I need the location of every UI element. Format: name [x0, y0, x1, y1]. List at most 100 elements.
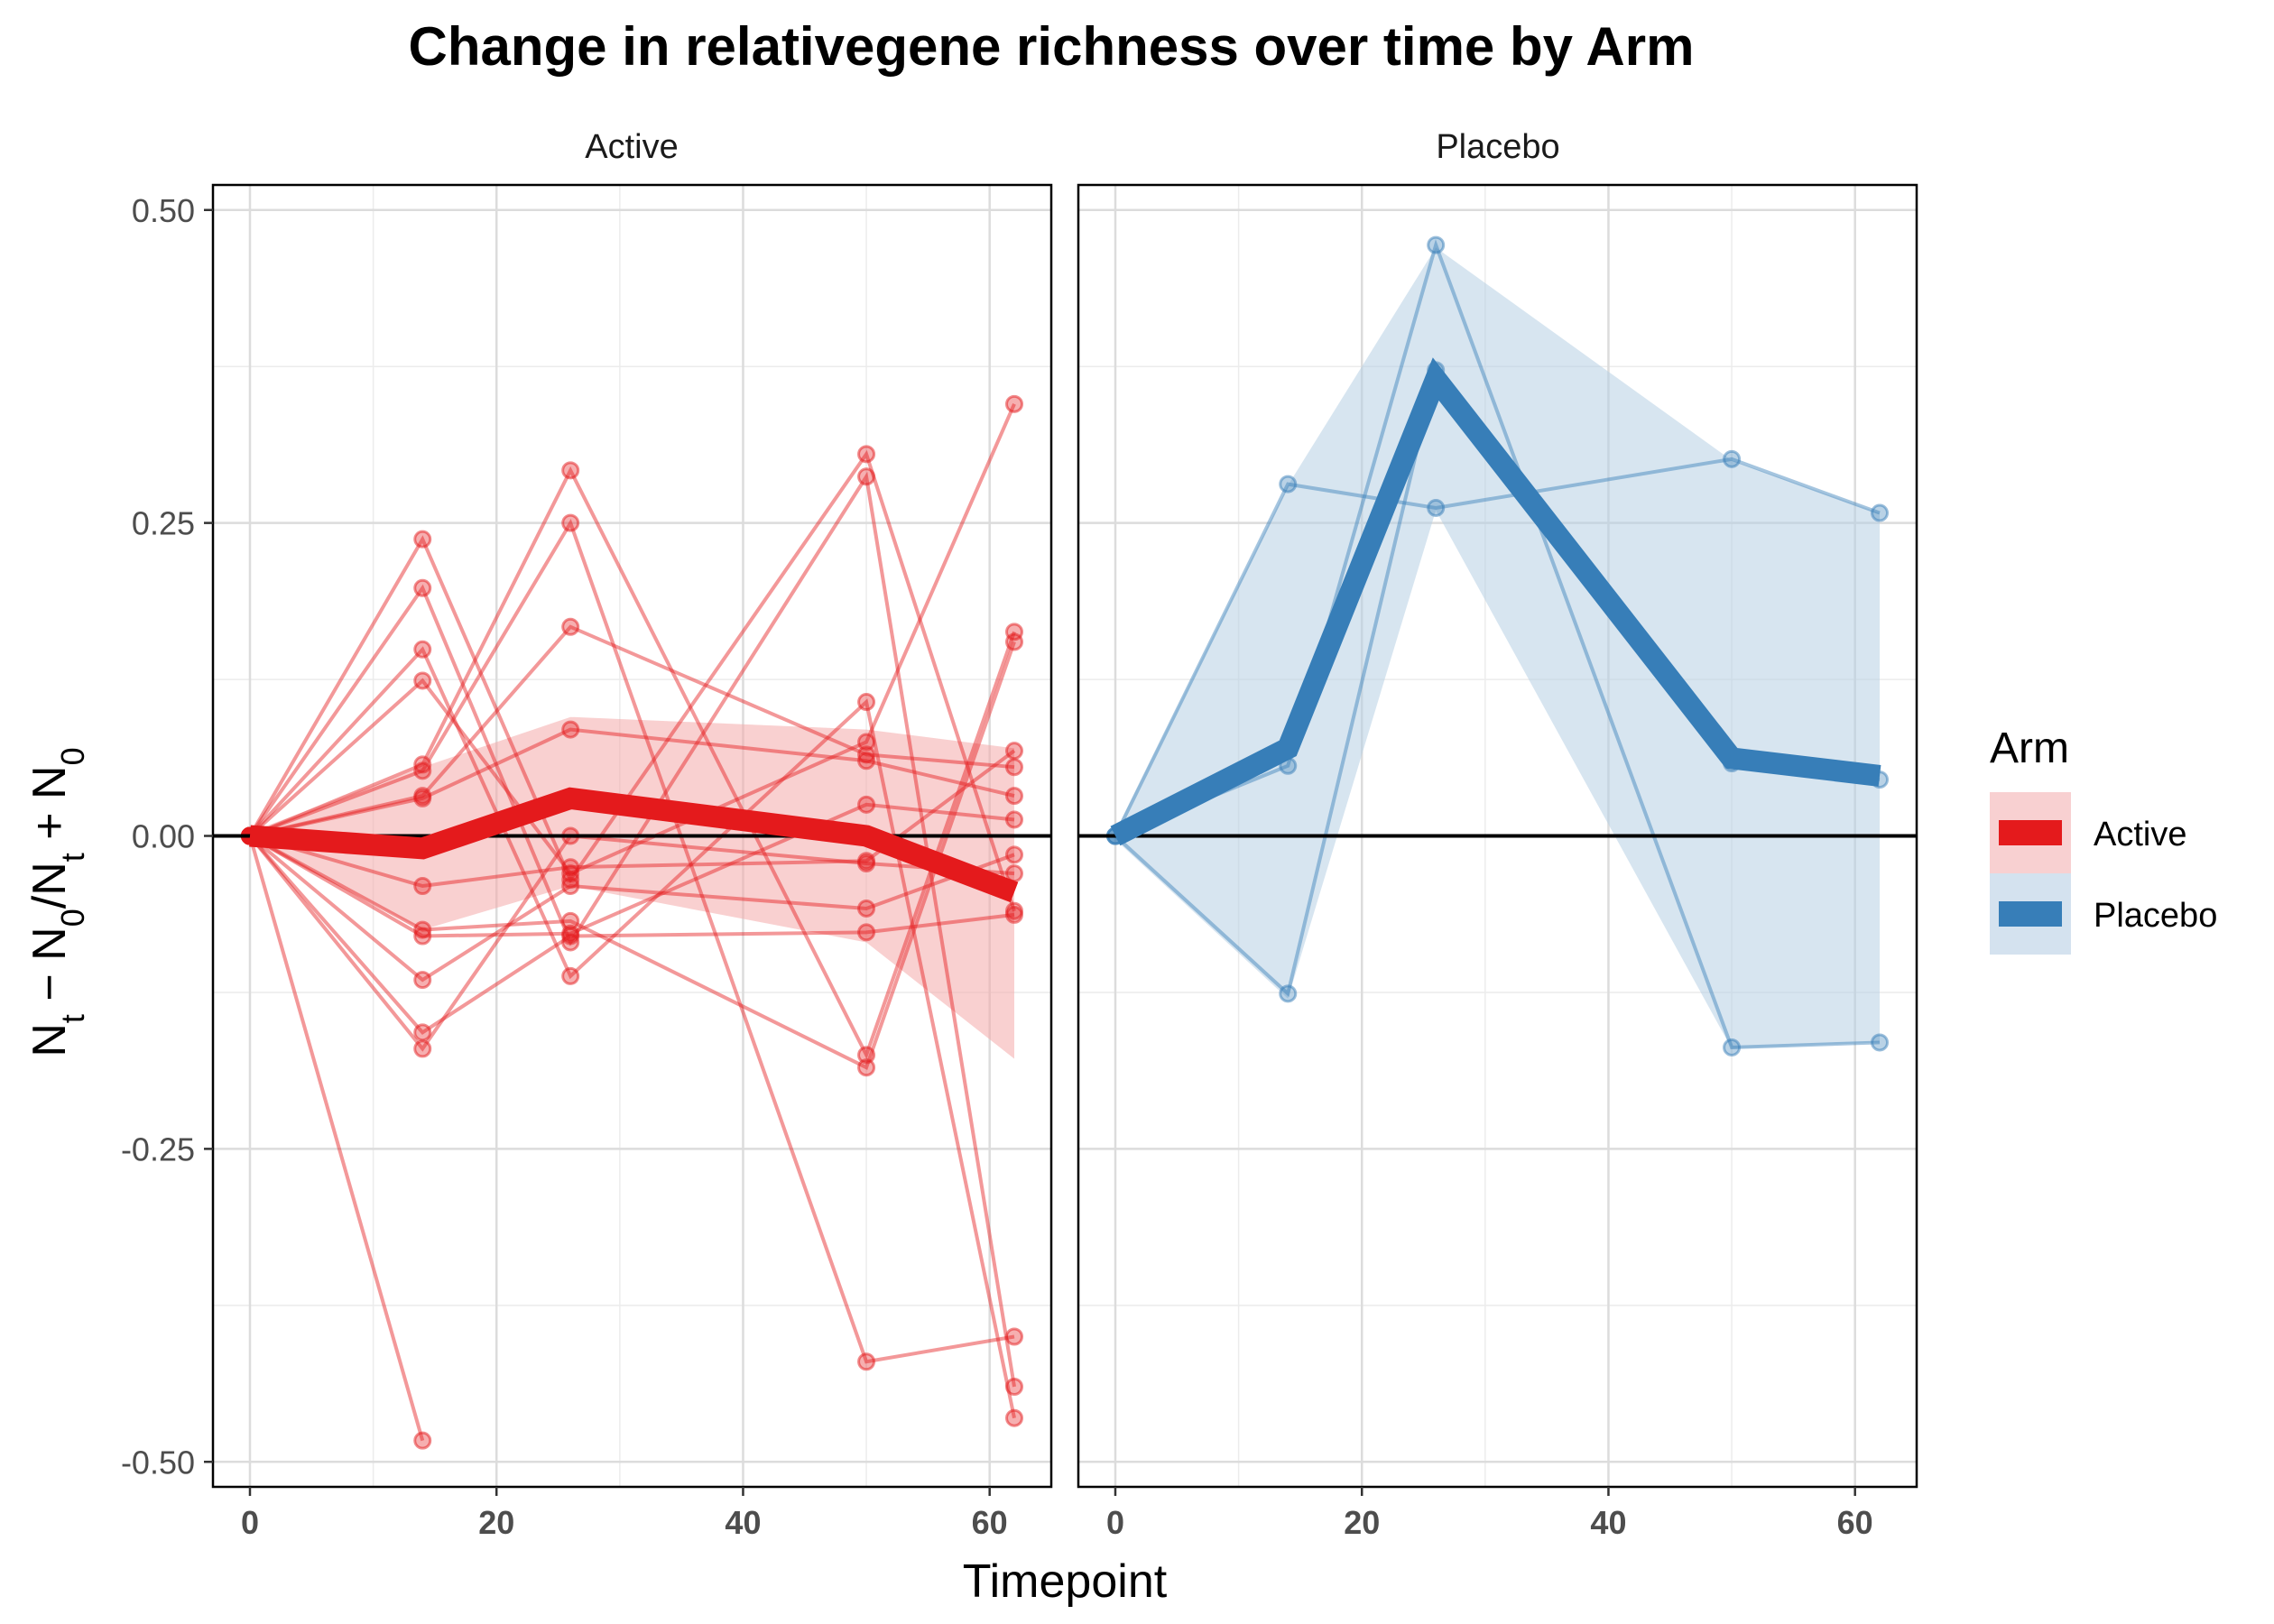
panel-placebo: [1077, 183, 1918, 1489]
x-axis-placebo: 0 20 40 60: [1106, 1487, 1873, 1541]
y-tick-label: -0.25: [121, 1130, 195, 1167]
x-tick-label: 20: [478, 1504, 514, 1541]
legend-label-placebo: Placebo: [2094, 897, 2217, 935]
subject-line-active: [249, 466, 1016, 1060]
subject-point-active: [561, 720, 580, 739]
subject-point-active: [413, 927, 432, 946]
subject-line-active: [248, 835, 1015, 1035]
y-tick-label: 0.50: [132, 192, 195, 229]
subject-point-active: [857, 854, 876, 873]
subject-point-active: [561, 461, 580, 480]
subject-point-active: [413, 971, 432, 990]
confidence-ribbon-active: [249, 716, 1015, 1059]
subject-point-active: [413, 640, 432, 659]
subject-line-active: [248, 834, 1015, 983]
subject-point-active: [857, 1352, 876, 1371]
subject-point-active: [857, 445, 876, 464]
subject-point-active: [857, 733, 876, 752]
y-axis: -0.50 -0.25 0.00 0.25 0.50: [121, 192, 213, 1481]
subject-point-placebo: [1723, 449, 1742, 468]
y-axis-title: Nt − N0/Nt + N0: [23, 747, 91, 1057]
subject-point-active: [857, 1058, 876, 1077]
x-tick-label: 60: [1837, 1504, 1873, 1541]
subject-point-active: [857, 467, 876, 486]
subject-point-active: [1005, 905, 1024, 924]
panel-active: [211, 183, 1053, 1489]
subject-point-active: [561, 871, 580, 890]
subject-point-active: [1005, 758, 1024, 777]
subject-point-placebo: [1427, 235, 1446, 254]
legend: Arm Active Placebo: [1990, 724, 2217, 955]
x-tick-label: 40: [1590, 1504, 1626, 1541]
subject-line-active: [248, 646, 1016, 1419]
subject-point-active: [413, 761, 432, 780]
subject-line-active: [249, 518, 1015, 1364]
subject-line-active: [249, 727, 1015, 838]
legend-label-active: Active: [2094, 816, 2186, 854]
subject-point-active: [413, 755, 432, 774]
subject-point-placebo: [1723, 1038, 1742, 1057]
subject-point-active: [413, 920, 432, 939]
subject-point-active: [413, 1039, 432, 1058]
subject-line-active: [248, 802, 1015, 938]
x-tick-label: 0: [1106, 1504, 1124, 1541]
subject-point-active: [413, 789, 432, 807]
subject-point-active: [561, 513, 580, 532]
subject-point-active: [413, 1023, 432, 1042]
subject-point-active: [561, 858, 580, 877]
legend-key-placebo-line: [1999, 901, 2062, 927]
y-tick-label: 0.00: [132, 818, 195, 855]
subject-point-active: [857, 923, 876, 942]
subject-point-active: [1005, 1378, 1024, 1396]
mean-line-active: [249, 787, 1019, 903]
panel-border: [1077, 183, 1918, 1489]
subject-point-active: [1005, 810, 1024, 829]
subject-point-placebo: [1279, 984, 1298, 1003]
subject-point-active: [857, 752, 876, 770]
x-axis-title: Timepoint: [963, 1555, 1168, 1608]
confidence-ribbon-placebo: [1114, 247, 1881, 1049]
subject-line-active: [249, 749, 1016, 889]
panel-strip-placebo: Placebo: [1436, 128, 1559, 166]
subject-point-active: [857, 745, 876, 764]
subject-point-active: [1005, 845, 1024, 864]
legend-key-active-line: [1999, 820, 2062, 845]
y-tick-label: -0.50: [121, 1444, 195, 1481]
chart-title: Change in relativegene richness over tim…: [409, 16, 1695, 77]
subject-point-active: [857, 795, 876, 814]
subject-point-active: [857, 899, 876, 918]
subject-point-active: [561, 864, 580, 883]
subject-point-active: [561, 877, 580, 895]
subject-point-active: [561, 966, 580, 985]
subject-point-placebo: [1279, 475, 1298, 494]
subject-point-active: [1005, 787, 1024, 806]
x-tick-label: 60: [972, 1504, 1008, 1541]
subject-point-active: [561, 927, 580, 946]
panel-strip-active: Active: [585, 128, 678, 166]
subject-point-active: [413, 877, 432, 895]
subject-line-active: [249, 641, 1016, 1070]
y-tick-label: 0.25: [132, 505, 195, 542]
x-axis-active: 0 20 40 60: [241, 1487, 1008, 1541]
subject-point-active: [413, 671, 432, 690]
subject-point-active: [413, 1431, 432, 1450]
subject-point-active: [413, 578, 432, 597]
subject-point-placebo: [1871, 503, 1890, 522]
x-tick-label: 40: [725, 1504, 761, 1541]
subject-point-active: [1005, 1327, 1024, 1346]
subject-point-active: [857, 1046, 876, 1065]
subject-point-placebo: [1427, 498, 1446, 517]
x-tick-label: 20: [1344, 1504, 1380, 1541]
subject-point-active: [1005, 394, 1024, 413]
subject-point-active: [1005, 742, 1024, 761]
subject-point-active: [413, 530, 432, 549]
mean-line-placebo: [1110, 357, 1881, 846]
x-tick-label: 0: [241, 1504, 259, 1541]
subject-point-active: [561, 617, 580, 636]
subject-line-active: [248, 449, 1016, 912]
legend-title: Arm: [1990, 724, 2069, 772]
subject-point-active: [1005, 632, 1024, 651]
subject-line-active: [248, 835, 425, 1442]
subject-line-placebo: [1114, 457, 1881, 837]
